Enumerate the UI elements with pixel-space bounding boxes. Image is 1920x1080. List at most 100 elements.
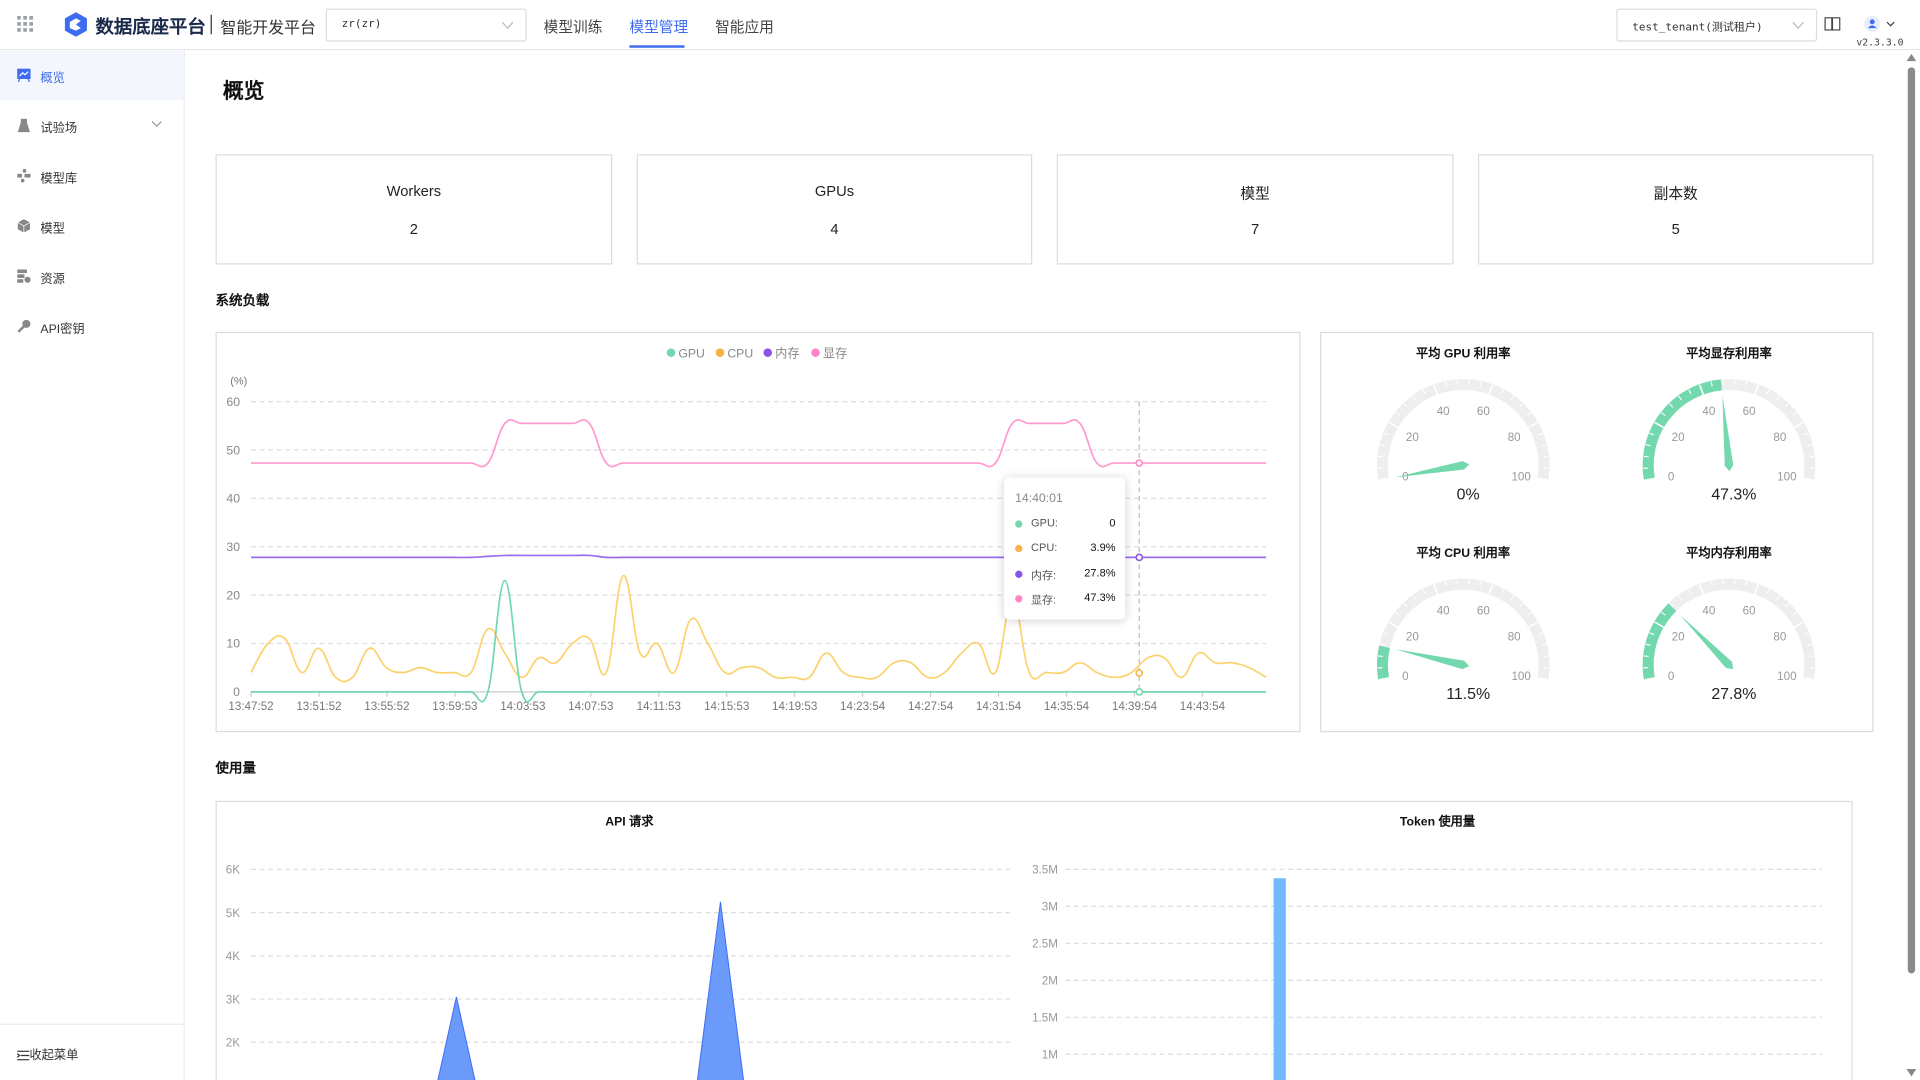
platform-subtitle: 智能开发平台 bbox=[220, 18, 316, 37]
series-line-3 bbox=[251, 419, 1267, 468]
gauge-tick bbox=[1541, 444, 1547, 447]
legend-dot bbox=[1015, 544, 1023, 553]
series-line-1 bbox=[250, 574, 1267, 683]
nav-model-management[interactable]: 模型管理 bbox=[629, 18, 689, 36]
gauge-tick-label: 20 bbox=[1406, 630, 1419, 643]
gauge-tick-label: 80 bbox=[1773, 630, 1786, 643]
gauge-tick-label: 80 bbox=[1773, 431, 1786, 444]
chart-board-icon bbox=[17, 68, 31, 83]
gauge-tick-label: 60 bbox=[1743, 605, 1756, 618]
stat-value: 2 bbox=[409, 220, 418, 238]
y-tick-label: 40 bbox=[226, 492, 240, 506]
x-tick-label: 14:19:53 bbox=[772, 700, 817, 713]
collapse-menu-button[interactable]: 收起菜单 bbox=[16, 1044, 78, 1063]
sidebar-item-label: 模型 bbox=[40, 222, 65, 237]
gauge-tick bbox=[1527, 621, 1538, 629]
gauge-tick bbox=[1510, 395, 1515, 401]
logo-title: 数据底座平台 bbox=[95, 17, 206, 38]
cube-icon bbox=[17, 219, 31, 233]
project-select[interactable]: zr(zr) bbox=[325, 8, 527, 42]
gauge-tick bbox=[1433, 584, 1439, 595]
tooltip-series-value: 27.8% bbox=[1084, 566, 1116, 580]
gauge-tick bbox=[1488, 384, 1494, 396]
chart-title: Token 使用量 bbox=[1400, 813, 1475, 828]
tooltip-row-vram: 显存: 47.3% bbox=[1015, 591, 1116, 608]
token-bar-segment-1 bbox=[1273, 878, 1286, 1080]
title-divider bbox=[210, 14, 212, 35]
stat-card-gpus: GPUs 4 bbox=[636, 154, 1033, 265]
gauge-tick bbox=[1669, 602, 1674, 608]
gauge-tick bbox=[1643, 655, 1649, 657]
gauge-tick bbox=[1802, 677, 1814, 681]
gauge-tick bbox=[1537, 632, 1543, 636]
y-tick-label: 3K bbox=[226, 993, 240, 1006]
tooltip-time: 14:40:01 bbox=[1015, 492, 1063, 506]
stat-value: 7 bbox=[1251, 220, 1260, 238]
usage-heading: 使用量 bbox=[215, 761, 256, 777]
gauge-title: 平均显存利用率 bbox=[1686, 346, 1772, 361]
gauge-tick bbox=[1753, 384, 1760, 396]
app-grid-icon[interactable] bbox=[17, 15, 34, 32]
x-tick-label: 14:11:53 bbox=[637, 700, 681, 713]
gauge-tick bbox=[1807, 643, 1813, 646]
gauge-tick bbox=[1793, 621, 1804, 629]
gauge-tick bbox=[1776, 395, 1780, 401]
gauge-tick bbox=[1803, 432, 1809, 436]
gauge-tick-label: 40 bbox=[1437, 605, 1450, 618]
sidebar-item-overview[interactable]: 概览 bbox=[0, 50, 184, 101]
y-tick-label: 6K bbox=[226, 864, 240, 877]
y-tick-label: 2.5M bbox=[1032, 938, 1058, 951]
model-hub-icon bbox=[17, 168, 31, 183]
gauge-track bbox=[1376, 378, 1550, 481]
sidebar-item-playground[interactable]: 试验场 bbox=[0, 100, 184, 150]
key-icon bbox=[17, 319, 31, 333]
gauge-needle bbox=[1395, 649, 1470, 670]
user-avatar[interactable] bbox=[1864, 15, 1898, 32]
x-tick-label: 13:51:52 bbox=[296, 700, 341, 713]
gauge-tick bbox=[1643, 455, 1649, 458]
book-icon[interactable] bbox=[1824, 17, 1841, 31]
system-load-heading: 系统负载 bbox=[215, 293, 270, 309]
gauge-tick bbox=[1537, 432, 1543, 436]
gauge-tick bbox=[1809, 455, 1815, 458]
hover-point bbox=[1135, 669, 1144, 677]
scrollbar-thumb[interactable] bbox=[1907, 67, 1916, 974]
gauge-tick-label: 60 bbox=[1743, 405, 1756, 418]
gauge-tick-label: 100 bbox=[1777, 470, 1797, 483]
scroll-up-icon[interactable] bbox=[1906, 53, 1917, 62]
gauge-tick bbox=[1510, 595, 1515, 600]
gauge-tick-label: 60 bbox=[1477, 405, 1490, 418]
stat-card-models: 模型 7 bbox=[1056, 154, 1454, 265]
sidebar-item-resources[interactable]: 资源 bbox=[0, 251, 184, 301]
gauge-tick-label: 0 bbox=[1402, 670, 1409, 683]
legend-dot bbox=[1015, 520, 1023, 528]
gauge-tick-label: 80 bbox=[1508, 630, 1521, 643]
nav-model-training[interactable]: 模型训练 bbox=[543, 18, 603, 36]
x-tick-label: 14:15:53 bbox=[704, 700, 749, 713]
gauge-tick bbox=[1710, 580, 1713, 586]
gauge-tick bbox=[1536, 677, 1548, 681]
gauge-tick bbox=[1377, 455, 1383, 458]
page-scrollbar[interactable] bbox=[1904, 50, 1920, 1080]
gauge-tick bbox=[1644, 477, 1656, 481]
scroll-down-icon[interactable] bbox=[1906, 1068, 1917, 1077]
active-nav-underline bbox=[629, 45, 685, 48]
sidebar-item-models[interactable]: 模型 bbox=[0, 201, 184, 251]
nav-smart-apps[interactable]: 智能应用 bbox=[715, 18, 774, 36]
stat-label: 模型 bbox=[1240, 184, 1270, 203]
tenant-select[interactable]: test_tenant(测试租户) bbox=[1616, 8, 1818, 42]
x-tick-label: 13:47:52 bbox=[228, 700, 273, 713]
legend-marker bbox=[811, 348, 820, 357]
gauge-needle bbox=[1394, 461, 1470, 478]
stat-value: 4 bbox=[830, 220, 839, 238]
sidebar-item-model-hub[interactable]: 模型库 bbox=[0, 151, 184, 201]
gauge-tick bbox=[1422, 389, 1426, 395]
sidebar-item-api-keys[interactable]: API密钥 bbox=[0, 301, 184, 351]
gauge-tick bbox=[1444, 381, 1448, 387]
gauge-tick bbox=[1710, 381, 1713, 387]
sidebar-divider bbox=[0, 1023, 184, 1025]
api-requests-area bbox=[437, 901, 745, 1080]
hover-point bbox=[1135, 687, 1144, 696]
legend-marker bbox=[763, 348, 773, 357]
y-tick-label: 3M bbox=[1042, 901, 1058, 914]
